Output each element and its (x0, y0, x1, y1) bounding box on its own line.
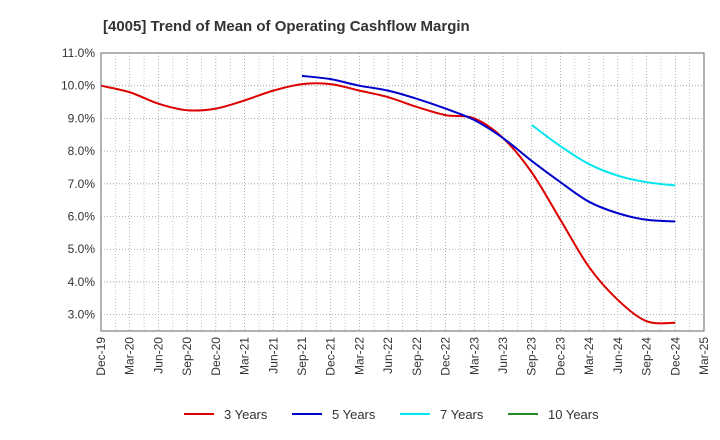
y-tick-label: 11.0% (62, 46, 95, 60)
legend-label: 3 Years (224, 407, 268, 422)
x-tick-label: Jun-21 (266, 337, 280, 374)
y-tick-label: 9.0% (68, 111, 96, 125)
y-tick-label: 5.0% (68, 242, 96, 256)
y-tick-label: 4.0% (68, 275, 96, 289)
y-tick-label: 8.0% (68, 144, 96, 158)
x-tick-label: Dec-24 (668, 337, 682, 376)
x-tick-label: Dec-22 (439, 337, 453, 376)
x-tick-label: Mar-24 (582, 337, 596, 375)
x-tick-label: Mar-21 (238, 337, 252, 375)
legend-label: 10 Years (548, 407, 599, 422)
x-tick-label: Jun-20 (151, 337, 165, 374)
x-tick-label: Mar-20 (123, 337, 137, 375)
x-tick-label: Sep-20 (180, 337, 194, 376)
y-tick-label: 10.0% (61, 79, 95, 93)
plot-frame (100, 52, 705, 332)
x-tick-label: Dec-19 (94, 337, 108, 376)
x-tick-label: Sep-23 (525, 337, 539, 376)
y-tick-label: 6.0% (68, 210, 96, 224)
x-tick-label: Mar-22 (352, 337, 366, 375)
series-line-7-years (531, 124, 676, 187)
series-line-5-years (301, 74, 676, 223)
x-tick-label: Sep-21 (295, 337, 309, 376)
series-line-3-years (100, 82, 676, 325)
chart-title: [4005] Trend of Mean of Operating Cashfl… (103, 18, 470, 35)
legend-label: 7 Years (440, 407, 484, 422)
x-tick-label: Mar-23 (467, 337, 481, 375)
x-tick-label: Mar-25 (697, 337, 711, 375)
legend-label: 5 Years (332, 407, 376, 422)
x-tick-label: Sep-22 (410, 337, 424, 376)
x-tick-label: Dec-20 (209, 337, 223, 376)
x-tick-label: Sep-24 (640, 337, 654, 376)
x-tick-label: Jun-23 (496, 337, 510, 374)
y-tick-label: 7.0% (68, 177, 96, 191)
y-tick-label: 3.0% (68, 308, 96, 322)
x-tick-label: Dec-21 (324, 337, 338, 376)
x-tick-label: Jun-24 (611, 337, 625, 374)
x-tick-label: Dec-23 (553, 337, 567, 376)
x-tick-label: Jun-22 (381, 337, 395, 374)
